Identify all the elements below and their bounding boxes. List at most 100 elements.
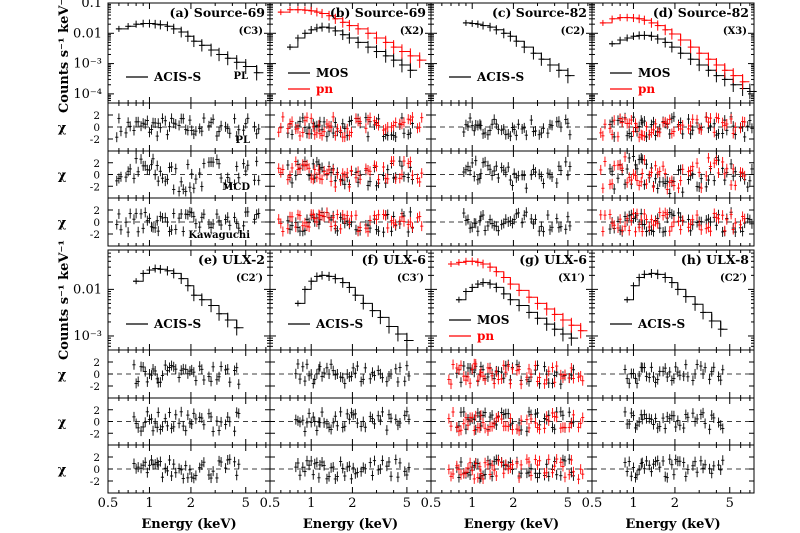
residual-point: [298, 163, 302, 174]
residual-point: [374, 180, 379, 191]
residual-point: [721, 156, 725, 167]
residual-point: [420, 168, 424, 179]
residual-point: [516, 207, 520, 218]
residual-point: [714, 155, 718, 166]
residual-point: [333, 130, 337, 141]
residual-point: [649, 214, 654, 225]
model-label: PL: [233, 71, 248, 82]
residual-point: [202, 158, 206, 169]
residual-point: [581, 469, 585, 480]
residual-point: [704, 181, 708, 192]
residual-point: [163, 212, 167, 223]
residual-model-label: MCD: [222, 182, 250, 193]
residual-panel: [430, 150, 593, 199]
residual-point: [603, 119, 607, 130]
residual-point: [631, 208, 636, 219]
series-acis-s: [294, 271, 414, 349]
residual-point: [610, 129, 614, 140]
residual-point: [679, 212, 683, 223]
residual-point: [472, 367, 476, 378]
residual-point: [649, 362, 654, 373]
residual-point: [656, 423, 660, 434]
residual-point: [296, 209, 300, 220]
residual-point: [517, 425, 521, 436]
data-point: [332, 13, 339, 24]
data-point: [513, 35, 520, 47]
residual-point: [504, 367, 508, 378]
fit-label: (C2): [561, 26, 585, 37]
residual-point: [149, 124, 154, 135]
residual-point: [366, 165, 370, 176]
residual-point: [188, 464, 192, 475]
residual-point: [325, 362, 329, 373]
residual-point: [644, 413, 649, 424]
residual-point: [721, 210, 725, 221]
residual-point: [406, 158, 410, 169]
residual-point: [136, 422, 140, 433]
residual-point: [389, 215, 394, 226]
residual-point: [335, 225, 339, 236]
data-point: [302, 29, 308, 37]
residual-point: [327, 369, 331, 380]
residual-point: [468, 363, 472, 374]
residual-point: [228, 177, 232, 188]
residual-point: [207, 371, 211, 382]
residual-point: [640, 154, 644, 165]
residual-point: [610, 116, 614, 127]
residual-point: [689, 120, 693, 131]
residual-point: [472, 125, 476, 136]
data-point: [308, 277, 315, 285]
data-point: [382, 49, 389, 63]
residual-point: [215, 374, 219, 385]
residual-point: [355, 418, 359, 429]
residual-point: [190, 364, 194, 375]
residual-point: [519, 459, 523, 470]
residual-point: [356, 166, 360, 177]
residual-point: [579, 418, 583, 429]
residual-point: [217, 126, 221, 137]
residual-point: [681, 187, 685, 198]
residual-point: [481, 157, 485, 168]
residual-point: [462, 371, 466, 382]
residual-point: [656, 167, 660, 178]
legend-entry: MOS: [610, 66, 670, 80]
residual-point: [546, 128, 550, 139]
residual-point: [307, 408, 311, 419]
residual-point: [642, 208, 646, 219]
residual-point: [364, 163, 368, 174]
residual-point: [174, 467, 178, 478]
residual-tick-label: 0: [93, 369, 100, 381]
data-point: [493, 266, 500, 277]
residual-point: [366, 180, 370, 191]
data-point: [115, 25, 122, 32]
residual-point: [676, 367, 680, 378]
residual-point: [733, 122, 737, 133]
residual-point: [559, 221, 563, 232]
data-point: [636, 31, 643, 40]
data-point: [208, 43, 214, 57]
residual-point: [466, 420, 470, 431]
data-point: [377, 310, 384, 325]
residual-point: [169, 470, 174, 481]
residual-point: [209, 376, 213, 387]
residual-point: [714, 112, 718, 123]
residual-point: [635, 378, 639, 389]
residual-point: [545, 411, 549, 422]
residual-point: [731, 128, 735, 139]
residual-point: [635, 175, 639, 186]
residual-point: [612, 184, 616, 195]
residual-point: [629, 471, 633, 482]
residual-point: [483, 407, 487, 418]
residual-point: [244, 166, 248, 177]
residual-point: [368, 457, 372, 468]
residual-point: [141, 223, 145, 234]
residual-point: [329, 176, 333, 187]
residual-point: [502, 124, 506, 135]
residual-point: [661, 117, 665, 128]
data-point: [448, 261, 454, 268]
residual-point: [547, 471, 551, 482]
residual-point: [374, 214, 379, 225]
residual-point: [633, 373, 638, 384]
residual-point: [200, 459, 204, 470]
